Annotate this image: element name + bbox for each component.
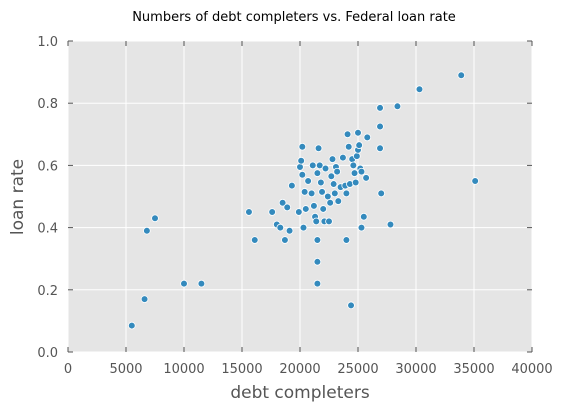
scatter-point	[342, 236, 351, 244]
scatter-point	[376, 144, 384, 153]
y-tick-label: 0.8	[37, 97, 58, 112]
scatter-point	[197, 279, 206, 288]
scatter-point	[327, 172, 336, 181]
x-tick-label: 0	[64, 362, 72, 377]
scatter-point	[376, 122, 384, 131]
scatter-point	[250, 236, 259, 244]
scatter-point	[281, 236, 289, 244]
scatter-point	[393, 102, 402, 111]
scatter-point	[351, 178, 360, 187]
y-tick-label: 0.6	[37, 159, 58, 174]
scatter-point	[278, 198, 287, 207]
x-axis-label: debt completers	[230, 383, 370, 403]
scatter-point	[276, 223, 285, 232]
scatter-point	[288, 181, 296, 190]
scatter-point	[295, 208, 303, 216]
scatter-point	[325, 217, 333, 226]
scatter-point	[329, 180, 338, 188]
scatter-point	[317, 178, 325, 187]
scatter-point	[328, 155, 337, 163]
scatter-point	[180, 279, 188, 288]
scatter-point	[298, 142, 307, 151]
scatter-point	[268, 208, 276, 216]
scatter-point	[299, 223, 308, 232]
scatter-point	[386, 220, 395, 229]
scatter-point	[300, 188, 309, 196]
y-axis-label: loan rate	[8, 159, 28, 235]
scatter-point	[313, 258, 322, 266]
axis-ticks: 0 5000 10000 15000 20000 25000 30000 35000 40000…	[37, 35, 552, 377]
x-tick-label: 30000	[395, 362, 436, 377]
scatter-point	[342, 189, 351, 198]
scatter-point	[304, 177, 312, 185]
x-tick-label: 15000	[221, 362, 262, 377]
scatter-point	[344, 142, 353, 151]
scatter-point	[151, 214, 159, 223]
scatter-point	[321, 164, 330, 173]
scatter-point	[307, 189, 316, 198]
x-tick-label: 25000	[337, 362, 378, 377]
scatter-point	[315, 161, 324, 170]
x-tick-label: 35000	[453, 362, 494, 377]
scatter-point	[471, 177, 479, 185]
scatter-point	[362, 174, 370, 182]
scatter-point	[308, 161, 317, 170]
scatter-point	[301, 205, 310, 213]
scatter-point	[376, 104, 384, 112]
x-tick-label: 40000	[511, 362, 552, 377]
data-points	[128, 71, 479, 330]
scatter-point	[324, 192, 332, 201]
scatter-point	[318, 188, 326, 196]
scatter-point	[319, 205, 328, 213]
scatter-point	[314, 144, 323, 153]
scatter-point	[457, 71, 466, 80]
chart-title: Numbers of debt completers vs. Federal l…	[132, 10, 456, 25]
scatter-point	[312, 217, 321, 226]
scatter-point	[297, 156, 305, 165]
x-tick-label: 5000	[109, 362, 142, 377]
scatter-point	[296, 163, 304, 171]
scatter-point	[313, 169, 322, 177]
y-tick-label: 1.0	[37, 35, 58, 50]
scatter-point	[357, 167, 366, 176]
scatter-point	[143, 226, 151, 235]
scatter-point	[349, 161, 358, 170]
y-tick-label: 0.0	[37, 346, 58, 361]
scatter-point	[334, 197, 343, 205]
scatter-point	[354, 128, 362, 137]
scatter-point	[333, 167, 341, 176]
x-tick-label: 20000	[279, 362, 320, 377]
scatter-point	[310, 202, 318, 210]
scatter-point	[355, 141, 363, 149]
scatter-point	[285, 226, 294, 235]
scatter-point	[339, 153, 347, 162]
y-tick-label: 0.4	[37, 222, 58, 237]
scatter-point	[359, 212, 368, 221]
scatter-point	[128, 321, 136, 330]
scatter-point	[283, 203, 292, 212]
scatter-point	[357, 223, 366, 232]
scatter-point	[313, 279, 322, 288]
y-tick-label: 0.2	[37, 284, 58, 299]
scatter-point	[350, 169, 359, 177]
scatter-point	[326, 198, 334, 207]
scatter-point	[313, 236, 322, 244]
scatter-point	[330, 189, 339, 198]
scatter-point	[347, 301, 355, 310]
scatter-point	[353, 152, 361, 160]
scatter-point	[298, 170, 307, 179]
x-tick-label: 10000	[163, 362, 204, 377]
scatter-point	[140, 295, 149, 303]
scatter-point	[415, 85, 424, 94]
scatter-point	[245, 208, 253, 216]
scatter-point	[363, 133, 372, 142]
scatter-point	[377, 189, 386, 198]
scatter-point	[343, 130, 352, 139]
